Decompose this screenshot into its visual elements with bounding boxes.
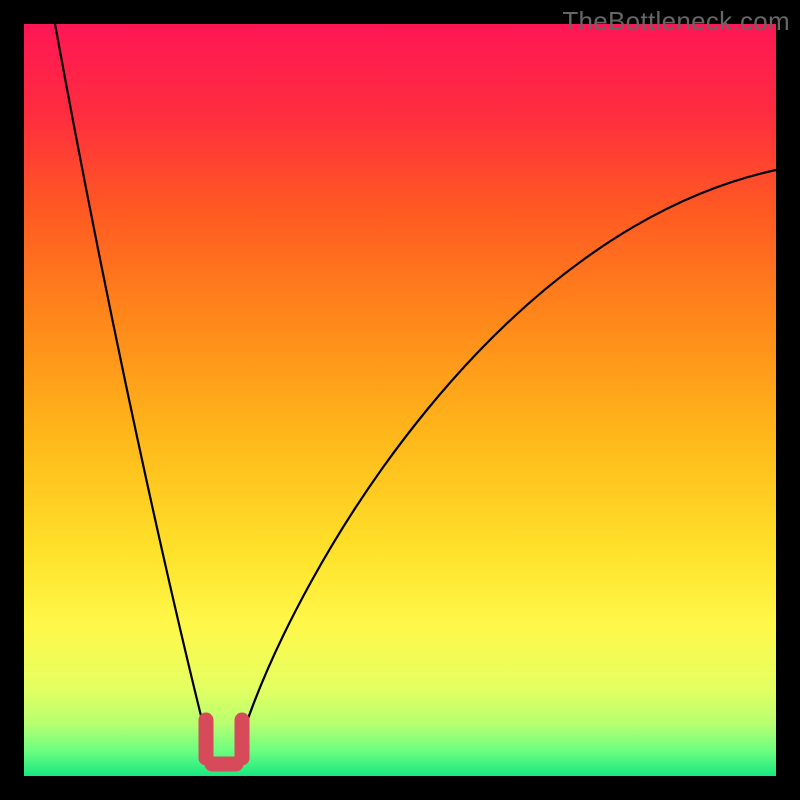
watermark-text: TheBottleneck.com: [562, 6, 790, 37]
chart-svg: [0, 0, 800, 800]
bottleneck-chart: TheBottleneck.com: [0, 0, 800, 800]
plot-area: [24, 24, 776, 776]
